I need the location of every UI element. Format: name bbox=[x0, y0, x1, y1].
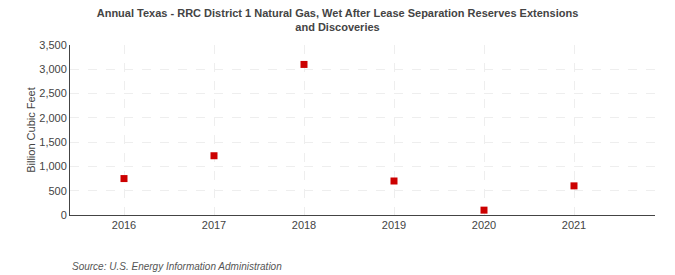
svg-text:Source: U.S. Energy Informatio: Source: U.S. Energy Information Administ… bbox=[72, 261, 282, 272]
svg-text:2018: 2018 bbox=[292, 219, 316, 231]
svg-text:2,000: 2,000 bbox=[39, 112, 67, 124]
svg-text:2021: 2021 bbox=[562, 219, 586, 231]
svg-text:1,000: 1,000 bbox=[39, 160, 67, 172]
svg-text:2017: 2017 bbox=[202, 219, 226, 231]
svg-text:2020: 2020 bbox=[472, 219, 496, 231]
svg-text:2019: 2019 bbox=[382, 219, 406, 231]
svg-text:3,000: 3,000 bbox=[39, 63, 67, 75]
svg-text:2,500: 2,500 bbox=[39, 87, 67, 99]
svg-text:Annual Texas - RRC District 1: Annual Texas - RRC District 1 Natural Ga… bbox=[97, 7, 579, 33]
svg-text:0: 0 bbox=[61, 209, 67, 221]
svg-text:3,500: 3,500 bbox=[39, 39, 67, 51]
svg-text:Billion Cubic Feet: Billion Cubic Feet bbox=[25, 87, 37, 173]
svg-text:500: 500 bbox=[48, 185, 66, 197]
svg-text:1,500: 1,500 bbox=[39, 136, 67, 148]
svg-text:2016: 2016 bbox=[112, 219, 136, 231]
